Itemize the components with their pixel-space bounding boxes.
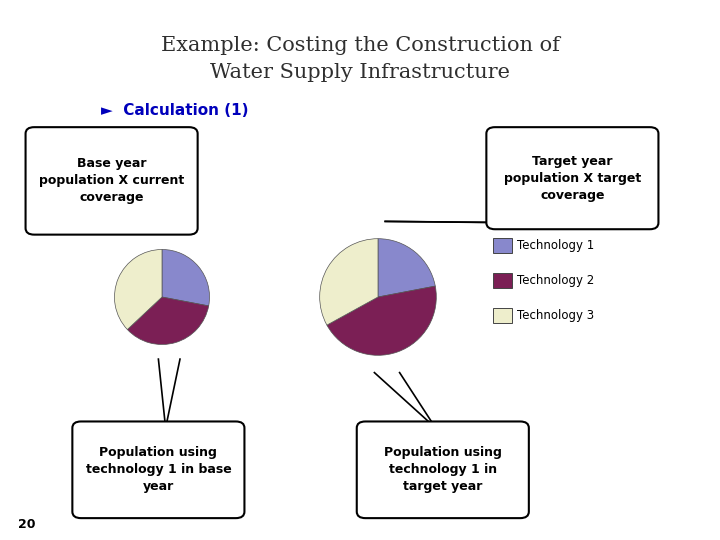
- Text: Population using
technology 1 in base
year: Population using technology 1 in base ye…: [86, 446, 231, 494]
- Bar: [493, 273, 512, 288]
- Wedge shape: [320, 239, 378, 325]
- Text: ►  Calculation (1): ► Calculation (1): [101, 103, 248, 118]
- Wedge shape: [162, 249, 210, 306]
- FancyBboxPatch shape: [72, 421, 245, 518]
- Wedge shape: [114, 249, 162, 329]
- FancyBboxPatch shape: [487, 127, 658, 229]
- Bar: [493, 238, 512, 253]
- Wedge shape: [127, 297, 209, 345]
- Text: Example: Costing the Construction of: Example: Costing the Construction of: [161, 36, 559, 56]
- Wedge shape: [327, 286, 436, 355]
- FancyBboxPatch shape: [26, 127, 197, 234]
- Text: Technology 2: Technology 2: [517, 274, 594, 287]
- Text: Population using
technology 1 in
target year: Population using technology 1 in target …: [384, 446, 502, 494]
- Text: 20: 20: [18, 518, 35, 531]
- FancyBboxPatch shape: [356, 421, 528, 518]
- Text: Water Supply Infrastructure: Water Supply Infrastructure: [210, 63, 510, 83]
- Text: Technology 3: Technology 3: [517, 309, 594, 322]
- Wedge shape: [378, 239, 436, 297]
- Bar: [493, 308, 512, 323]
- Text: Base year
population X current
coverage: Base year population X current coverage: [39, 157, 184, 205]
- Text: Technology 1: Technology 1: [517, 239, 594, 252]
- Text: Target year
population X target
coverage: Target year population X target coverage: [504, 154, 641, 202]
